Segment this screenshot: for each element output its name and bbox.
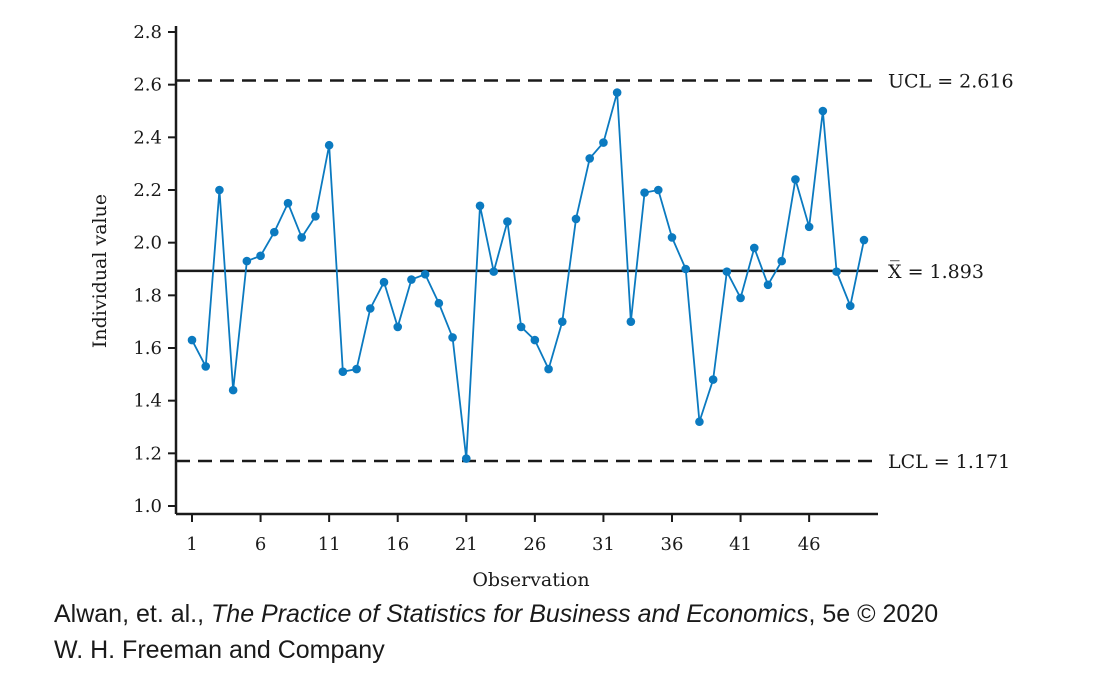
data-point — [448, 333, 457, 342]
data-point — [626, 317, 636, 326]
x-tick-label: 26 — [523, 534, 546, 555]
x-tick-label: 36 — [661, 534, 684, 555]
data-point — [530, 335, 540, 345]
credit-book-title: The Practice of Statistics for Business … — [211, 600, 809, 628]
data-point — [283, 198, 293, 208]
data-point — [338, 367, 348, 377]
axis-labels: Observation Individual value — [89, 194, 590, 591]
data-point — [544, 364, 553, 374]
data-point — [228, 385, 238, 395]
data-point — [722, 267, 732, 276]
data-point — [256, 251, 265, 261]
axes: 1.01.21.41.61.82.02.22.42.62.81 6 11 16 21 26… — [133, 22, 878, 555]
data-point — [818, 106, 828, 116]
data-point — [804, 222, 814, 232]
y-tick-label: 1.4 — [133, 391, 162, 412]
reference-line-label: LCL = 1.171 — [888, 451, 1010, 473]
data-point — [667, 233, 677, 242]
data-point — [434, 298, 444, 308]
reference-lines: UCL = 2.616 X̅ = 1.893 LCL = 1.171 — [176, 70, 1014, 473]
data-point — [324, 140, 334, 150]
x-tick-label: 41 — [729, 534, 752, 555]
data-point — [763, 280, 773, 290]
data-point — [475, 201, 485, 211]
data-point — [407, 275, 416, 284]
x-tick-label: 46 — [798, 534, 821, 555]
data-point — [859, 235, 869, 245]
data-point — [503, 217, 512, 226]
series-group — [187, 88, 869, 463]
y-axis-title: Individual value — [89, 194, 111, 348]
data-point — [420, 269, 430, 279]
credit-edition: , 5e © 2020 — [808, 600, 939, 628]
data-point — [352, 364, 361, 374]
data-point — [653, 185, 663, 195]
y-tick-label: 2.2 — [133, 180, 162, 201]
data-point — [777, 256, 787, 266]
reference-line-label: UCL = 2.616 — [888, 70, 1014, 92]
reference-line-label: X̅ = 1.893 — [888, 260, 984, 282]
series-line — [191, 92, 865, 459]
data-point — [708, 375, 718, 384]
x-tick-label: 6 — [255, 534, 266, 555]
data-point — [736, 293, 745, 303]
data-point — [749, 243, 759, 253]
data-point — [297, 233, 307, 242]
y-tick-label: 2.4 — [133, 127, 162, 148]
y-tick-label: 1.8 — [133, 285, 162, 306]
data-point — [215, 185, 224, 195]
y-tick-label: 1.2 — [133, 443, 162, 464]
data-point — [269, 227, 279, 237]
data-point — [557, 317, 567, 326]
data-point — [695, 417, 704, 427]
data-point — [187, 335, 197, 345]
data-point — [791, 175, 800, 184]
credit-authors: Alwan, et. al., — [54, 600, 212, 628]
data-point — [585, 154, 595, 163]
y-tick-label: 1.6 — [133, 338, 162, 359]
data-point — [612, 88, 622, 97]
data-point — [365, 304, 375, 313]
data-point — [201, 362, 211, 371]
data-point — [845, 301, 855, 311]
data-point — [461, 454, 471, 463]
x-tick-label: 31 — [592, 534, 615, 555]
y-tick-label: 2.8 — [133, 22, 162, 43]
x-tick-label: 11 — [318, 534, 341, 555]
credit-line-2: W. H. Freeman and Company — [54, 636, 385, 664]
data-point — [242, 256, 252, 266]
x-tick-label: 1 — [186, 534, 197, 555]
data-point — [393, 322, 403, 332]
data-point — [832, 267, 841, 276]
data-point — [311, 212, 320, 221]
data-point — [640, 188, 649, 197]
y-tick-label: 2.0 — [133, 233, 162, 254]
credit-line-1: Alwan, et. al., The Practice of Statisti… — [54, 600, 938, 629]
data-point — [599, 138, 608, 147]
x-tick-label: 16 — [386, 534, 409, 555]
data-point — [516, 322, 526, 332]
y-tick-label: 1.0 — [133, 496, 162, 517]
x-tick-label: 21 — [455, 534, 478, 555]
data-point — [489, 267, 499, 276]
control-chart: 1.01.21.41.61.82.02.22.42.62.81 6 11 16 21 26… — [89, 22, 1014, 591]
data-point — [379, 277, 389, 287]
data-point — [681, 264, 691, 274]
data-point — [571, 214, 581, 224]
x-axis-title: Observation — [472, 569, 589, 591]
y-tick-label: 2.6 — [133, 75, 162, 96]
